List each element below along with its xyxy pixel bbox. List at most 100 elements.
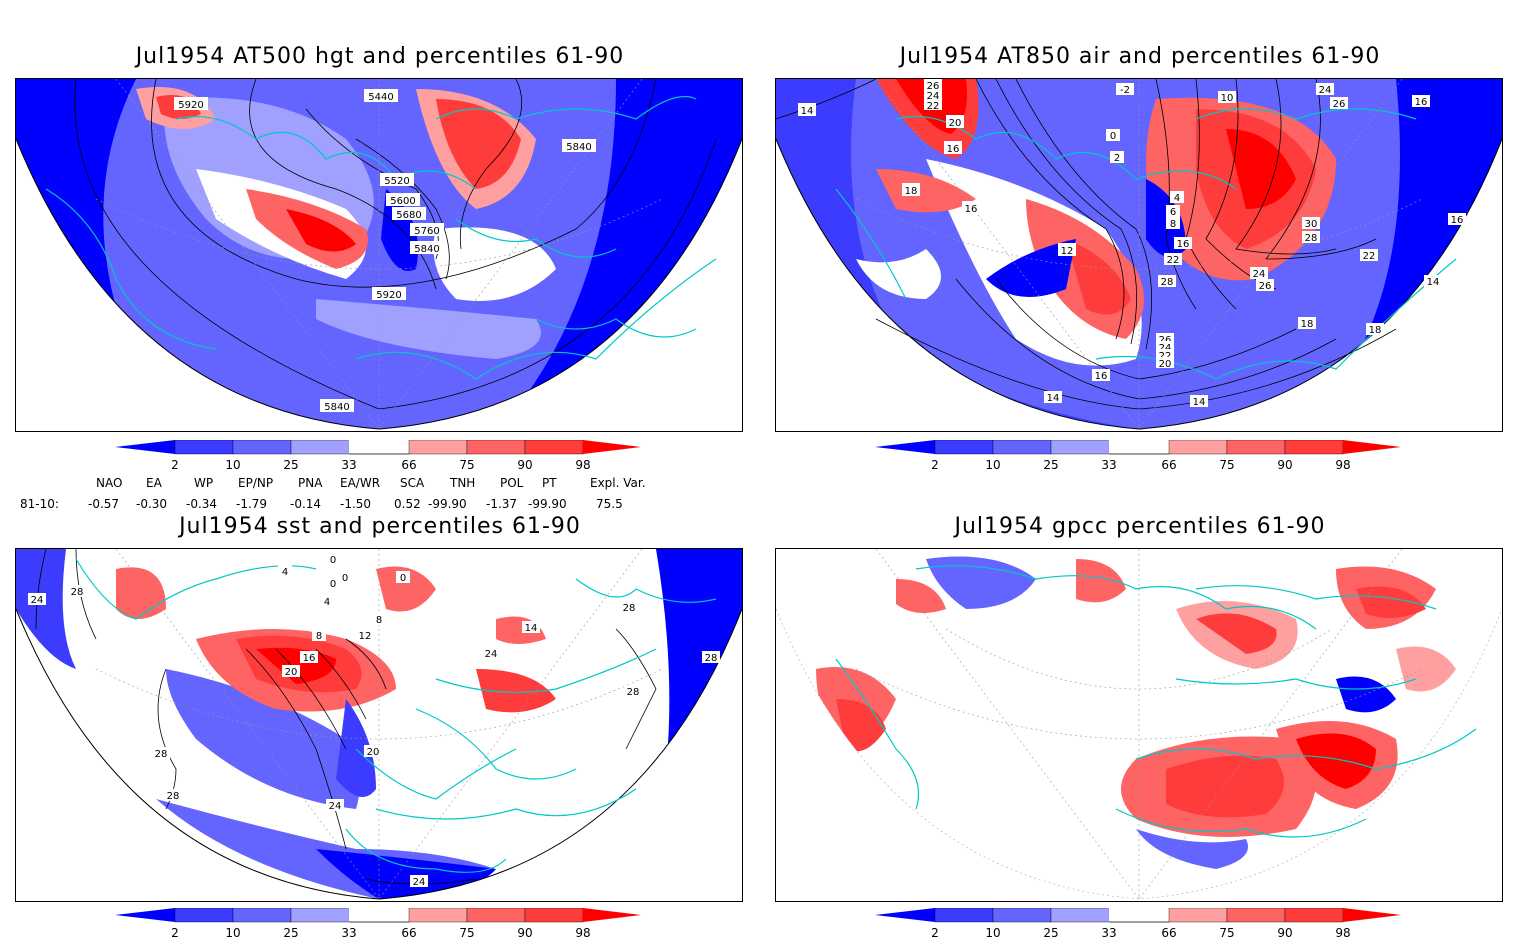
contour-label: 22: [927, 101, 940, 112]
colorbar-tick-label: 33: [1101, 458, 1117, 472]
colorbar-segment: [1108, 440, 1170, 455]
colorbar-tick-label: 2: [171, 926, 179, 940]
contour-label: 14: [801, 106, 814, 117]
panel-title-sst: Jul1954 sst and percentiles 61-90: [179, 514, 581, 539]
map-panel-hgt: 5920 5440 5840 5520 5600 5680 5760 5840 …: [15, 78, 743, 432]
contour-label: 30: [1305, 219, 1318, 230]
contour-label: 16: [1451, 215, 1464, 226]
colorbar-tick-label: 10: [225, 926, 241, 940]
contour-label: 0: [330, 555, 336, 566]
contour-label: 5600: [390, 196, 415, 207]
colorbar-segment: [232, 440, 292, 455]
contour-label: 24: [413, 877, 426, 888]
colorbar-segment: [466, 908, 526, 923]
colorbar-segment: [524, 908, 584, 923]
colorbar-segment: [992, 440, 1052, 455]
colorbar-tick-label: 66: [401, 926, 417, 940]
contour-label: 28: [627, 687, 640, 698]
contour-label: 8: [376, 615, 382, 626]
tc-header: POL: [500, 476, 524, 490]
colorbar-segment: [934, 440, 994, 455]
tc-header: TNH: [450, 476, 476, 490]
tc-value: -0.14: [290, 497, 322, 511]
colorbar-tick-label: 90: [1277, 926, 1293, 940]
tc-value: -0.30: [136, 497, 168, 511]
tc-value: -99.90: [428, 497, 467, 511]
contour-label: 22: [1363, 251, 1376, 262]
panel-title-gpcc: Jul1954 gpcc percentiles 61-90: [954, 514, 1326, 539]
contour-label: 20: [1159, 359, 1172, 370]
tc-header: EA: [146, 476, 162, 490]
colorbar-segment: [1226, 440, 1286, 455]
contour-label: 28: [167, 791, 180, 802]
contour-label: 5680: [396, 210, 421, 221]
contour-label: 4: [282, 567, 288, 578]
colorbar-segment: [1284, 908, 1344, 923]
colorbar-segment: [1168, 440, 1228, 455]
colorbar-tick-label: 10: [225, 458, 241, 472]
map-air: 14 26 24 22 20 16 18 16 12 -2 0 2 10 24 …: [776, 79, 1502, 430]
tc-header: SCA: [400, 476, 425, 490]
colorbar-tick-label: 33: [1101, 926, 1117, 940]
colorbar-tick-label: 75: [459, 926, 475, 940]
tc-header: EA/WR: [340, 476, 381, 490]
contour-label: 20: [367, 747, 380, 758]
colorbar-tick-label: 25: [283, 458, 299, 472]
colorbar-tick-label: 2: [931, 926, 939, 940]
tc-header: WP: [194, 476, 214, 490]
contour-label: 16: [1177, 239, 1190, 250]
contour-label: 16: [303, 653, 316, 664]
contour-label: 26: [1159, 335, 1172, 346]
map-hgt: 5920 5440 5840 5520 5600 5680 5760 5840 …: [16, 79, 742, 430]
tc-value: -1.50: [340, 497, 372, 511]
map-panel-gpcc: [775, 548, 1503, 902]
colorbar-segment: [290, 440, 350, 455]
map-gpcc: [776, 549, 1502, 900]
colorbar-segment: [583, 440, 641, 454]
colorbar-segment: [583, 908, 641, 922]
contour-label: 4: [1174, 193, 1180, 204]
contour-label: 18: [1369, 325, 1382, 336]
map-panel-air: 14 26 24 22 20 16 18 16 12 -2 0 2 10 24 …: [775, 78, 1503, 432]
colorbar-tick-label: 66: [1161, 458, 1177, 472]
contour-label: 5760: [414, 226, 439, 237]
colorbar-segment: [115, 908, 175, 922]
colorbar-tick-label: 2: [931, 458, 939, 472]
colorbar-segment: [1050, 908, 1110, 923]
contour-label: 16: [1095, 371, 1108, 382]
tc-header: Expl. Var.: [590, 476, 646, 490]
contour-label: 5920: [178, 100, 203, 111]
contour-label: 24: [1159, 343, 1172, 354]
colorbar-svg: [115, 440, 641, 455]
tc-header: EP/NP: [238, 476, 274, 490]
colorbar-segment: [524, 440, 584, 455]
contour-label: 28: [623, 603, 636, 614]
tc-value: 75.5: [596, 497, 623, 511]
colorbar-tick-label: 66: [401, 458, 417, 472]
colorbar-tick-label: 90: [517, 458, 533, 472]
contour-label: 14: [1193, 397, 1206, 408]
colorbar-segment: [1343, 440, 1401, 454]
colorbar-tick-label: 98: [1335, 458, 1351, 472]
colorbar-tick-label: 75: [459, 458, 475, 472]
contour-label: 5840: [324, 402, 349, 413]
contour-label: 26: [1333, 99, 1346, 110]
colorbar-tick-label: 33: [341, 458, 357, 472]
contour-label: 0: [330, 579, 336, 590]
colorbar-tick-label: 90: [517, 926, 533, 940]
contour-label: -2: [1120, 85, 1130, 96]
colorbar-hgt: 2 10 25 33 66 75 90 98: [115, 440, 645, 480]
contour-label: 18: [1301, 319, 1314, 330]
colorbar-tick-label: 33: [341, 926, 357, 940]
colorbar-segment: [466, 440, 526, 455]
contour-label: 24: [485, 649, 498, 660]
tc-header: PNA: [298, 476, 323, 490]
tc-value: -0.34: [186, 497, 218, 511]
contour-label: 14: [525, 623, 538, 634]
panel-title-air: Jul1954 AT850 air and percentiles 61-90: [899, 44, 1381, 69]
colorbar-sst: 2 10 25 33 66 75 90 98: [115, 908, 645, 948]
contour-label: 28: [705, 653, 718, 664]
colorbar-tick-label: 98: [575, 926, 591, 940]
contour-label: 2: [1114, 153, 1120, 164]
tc-row-label: 81-10:: [20, 497, 59, 511]
